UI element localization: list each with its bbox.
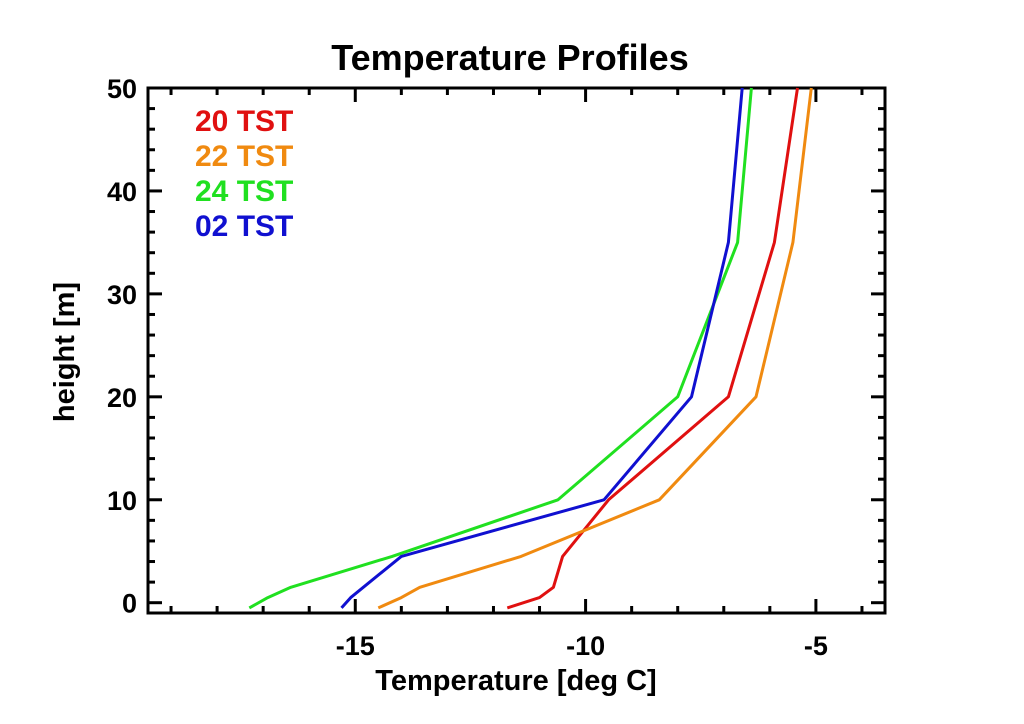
x-axis-label: Temperature [deg C] — [375, 665, 656, 697]
series-line-24-tst — [248, 87, 753, 610]
x-tick-label: -5 — [804, 631, 828, 661]
series-line-22-tst — [377, 87, 813, 610]
legend-entry-22-tst: 22 TST — [195, 140, 293, 173]
chart-title: Temperature Profiles — [331, 37, 688, 78]
series-line-20-tst — [506, 87, 799, 610]
x-tick-label: -10 — [566, 631, 605, 661]
plot-frame — [146, 86, 887, 615]
x-tick-label: -15 — [336, 631, 375, 661]
series-line-02-tst — [340, 87, 744, 609]
legend-entry-24-tst: 24 TST — [195, 175, 293, 208]
y-tick-label: 40 — [107, 177, 137, 207]
plot-area: -15 -10 -5 0 10 20 30 40 50 — [107, 74, 887, 661]
series-lines — [248, 87, 813, 610]
y-tick-label: 30 — [107, 280, 137, 310]
y-tick-label: 50 — [107, 74, 137, 104]
y-tick-label: 10 — [107, 486, 137, 516]
y-tick-label: 20 — [107, 383, 137, 413]
legend-entry-20-tst: 20 TST — [195, 105, 293, 138]
y-axis-label: height [m] — [49, 282, 81, 422]
y-tick-label: 0 — [122, 589, 137, 619]
legend-entry-02-tst: 02 TST — [195, 210, 293, 243]
